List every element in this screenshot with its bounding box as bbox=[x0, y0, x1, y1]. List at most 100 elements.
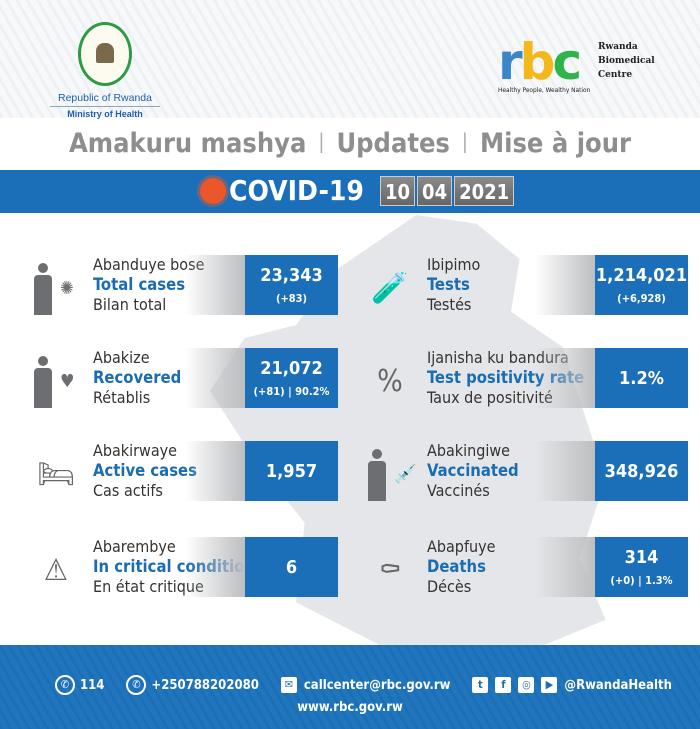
stat-card: ✺ Abanduye bose Total cases Bilan total 23… bbox=[28, 255, 338, 315]
footer: ✆ 114 ✆ +250788202080 ✉ callcenter@rbc.gov.… bbox=[0, 645, 700, 729]
stat-value: 1.2% bbox=[619, 367, 664, 389]
label-en: Deaths bbox=[427, 557, 486, 576]
label-rw: Abapfuye bbox=[427, 537, 496, 556]
email-icon: ✉ bbox=[280, 677, 297, 693]
value-box: 348,926 bbox=[595, 441, 688, 501]
stat-card: ⚰ Abapfuye Deaths Décès 314 (+0) | 1.3% bbox=[362, 537, 688, 597]
email[interactable]: callcenter@rbc.gov.rw bbox=[303, 677, 451, 693]
value-box: 23,343 (+83) bbox=[245, 255, 338, 315]
header: Republic of Rwanda Ministry of Health rb… bbox=[0, 0, 700, 119]
website-link[interactable]: www.rbc.gov.rw bbox=[297, 700, 403, 715]
value-box: 314 (+0) | 1.3% bbox=[595, 537, 688, 597]
label-fr: En état critique bbox=[93, 577, 204, 596]
coffin-icon: ⚰ bbox=[378, 553, 402, 588]
label-rw: Abarembye bbox=[93, 537, 176, 556]
gradient-strip bbox=[535, 348, 595, 408]
gradient-strip bbox=[185, 255, 245, 315]
gradient-strip bbox=[185, 537, 245, 597]
gov-line2: Ministry of Health bbox=[67, 109, 143, 119]
separator: | bbox=[318, 129, 325, 153]
stat-card: 🛏 Abakirwaye Active cases Cas actifs 1,957 bbox=[28, 441, 338, 501]
patient-bed-icon: 🛏 bbox=[36, 457, 76, 492]
label-fr: Bilan total bbox=[93, 295, 167, 314]
stat-card: ♥ Abakize Recovered Rétablis 21,072 (+81) |… bbox=[28, 348, 338, 408]
separator: | bbox=[461, 129, 468, 153]
label-en: Total cases bbox=[93, 275, 186, 294]
label-fr: Cas actifs bbox=[93, 481, 163, 500]
value-box: 1.2% bbox=[595, 348, 688, 408]
page-title: Amakuru mashya | Updates | Mise à jour bbox=[0, 128, 700, 159]
label-rw: Abakize bbox=[93, 348, 150, 367]
gradient-strip bbox=[535, 255, 595, 315]
stat-card: ⚠ Abarembye In critical condition En état … bbox=[28, 537, 338, 597]
social-handle[interactable]: @RwandaHealth bbox=[564, 677, 672, 693]
test-tube-icon: 🧪 bbox=[371, 271, 409, 306]
whatsapp-number[interactable]: +250788202080 bbox=[151, 677, 259, 693]
stat-delta: (+81) | 90.2% bbox=[253, 385, 330, 398]
label-fr: Rétablis bbox=[93, 388, 151, 407]
stat-value: 6 bbox=[285, 556, 298, 578]
value-box: 6 bbox=[245, 537, 338, 597]
stat-value: 23,343 bbox=[260, 265, 323, 286]
value-box: 1,214,021 (+6,928) bbox=[595, 255, 688, 315]
date-day: 10 bbox=[380, 176, 416, 206]
government-logo: Republic of Rwanda Ministry of Health bbox=[50, 22, 160, 119]
gradient-strip bbox=[535, 537, 595, 597]
instagram-icon[interactable]: ◎ bbox=[518, 677, 535, 693]
rbc-name: Rwanda Biomedical Centre bbox=[598, 42, 655, 80]
label-rw: Ijanisha ku bandura bbox=[427, 348, 569, 367]
label-fr: Vaccinés bbox=[427, 481, 490, 500]
rwanda-seal-icon bbox=[78, 22, 132, 86]
whatsapp-icon: ✆ bbox=[126, 675, 147, 695]
critical-bed-icon: ⚠ bbox=[43, 553, 69, 588]
date-month: 04 bbox=[417, 176, 453, 206]
label-fr: Testés bbox=[427, 295, 472, 314]
title-fr: Mise à jour bbox=[479, 128, 631, 159]
person-shield-heart-icon: ♥ bbox=[28, 348, 84, 408]
banner-label: COVID-19 bbox=[229, 174, 364, 207]
label-fr: Décès bbox=[427, 577, 472, 596]
covid-banner: COVID-19 10 04 2021 bbox=[0, 170, 700, 213]
date-year: 2021 bbox=[454, 176, 515, 206]
value-box: 21,072 (+81) | 90.2% bbox=[245, 348, 338, 408]
label-en: Active cases bbox=[93, 461, 197, 480]
youtube-icon[interactable]: ▶ bbox=[541, 677, 558, 693]
stat-card: 💉 Abakingiwe Vaccinated Vaccinés 348,926 bbox=[362, 441, 688, 501]
label-rw: Abakingiwe bbox=[427, 441, 511, 460]
stat-value: 1,957 bbox=[265, 460, 318, 482]
twitter-icon[interactable]: t bbox=[472, 677, 489, 693]
stat-delta: (+0) | 1.3% bbox=[610, 574, 673, 587]
person-virus-icon: ✺ bbox=[28, 255, 84, 315]
label-fr: Taux de positivité bbox=[427, 388, 553, 407]
value-box: 1,957 bbox=[245, 441, 338, 501]
virus-icon bbox=[200, 178, 226, 204]
stat-delta: (+83) bbox=[275, 292, 308, 305]
facebook-icon[interactable]: f bbox=[495, 677, 512, 693]
stat-card: % Ijanisha ku bandura Test positivity rat… bbox=[362, 348, 688, 408]
gradient-strip bbox=[185, 441, 245, 501]
stat-value: 314 bbox=[624, 547, 659, 568]
label-rw: Abanduye bose bbox=[93, 255, 205, 274]
stat-card: 🧪 Ibipimo Tests Testés 1,214,021 (+6,928) bbox=[362, 255, 688, 315]
gov-line1: Republic of Rwanda bbox=[50, 92, 160, 107]
stat-value: 348,926 bbox=[604, 460, 679, 482]
date: 10 04 2021 bbox=[380, 176, 515, 206]
gradient-strip bbox=[185, 348, 245, 408]
label-en: Recovered bbox=[93, 368, 182, 387]
title-en: Updates bbox=[336, 128, 450, 159]
label-en: Vaccinated bbox=[427, 461, 519, 480]
stat-delta: (+6,928) bbox=[617, 292, 666, 305]
title-rw: Amakuru mashya bbox=[69, 128, 307, 159]
rbc-tagline: Healthy People, Wealthy Nation bbox=[498, 86, 591, 94]
rbc-logo: rbc Rwanda Biomedical Centre Healthy Peo… bbox=[498, 37, 655, 94]
hotline[interactable]: 114 bbox=[80, 677, 105, 693]
gradient-strip bbox=[535, 441, 595, 501]
stat-value: 21,072 bbox=[260, 358, 323, 379]
stat-value: 1,214,021 bbox=[595, 265, 688, 286]
label-rw: Ibipimo bbox=[427, 255, 481, 274]
label-rw: Abakirwaye bbox=[93, 441, 178, 460]
label-en: Tests bbox=[427, 275, 470, 294]
test-tubes-percent-icon: % bbox=[377, 364, 403, 399]
person-vaccine-icon: 💉 bbox=[362, 441, 418, 501]
phone-icon: ✆ bbox=[55, 675, 75, 695]
